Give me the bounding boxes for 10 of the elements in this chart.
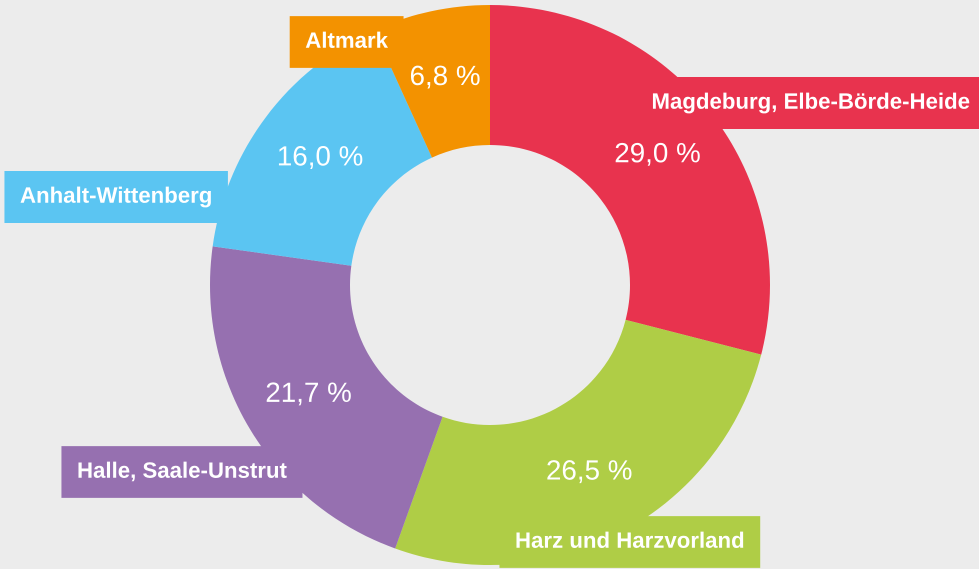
slice-label: Altmark	[306, 32, 388, 48]
data-label: 6,8 %	[410, 66, 480, 89]
slice-label: Harz und Harzvorland	[516, 532, 744, 548]
slice-label: Anhalt-Wittenberg	[20, 186, 211, 208]
slice-label: Halle, Saale-Unstrut	[78, 462, 287, 482]
data-label: 21,7 %	[266, 382, 351, 406]
data-label: 29,0 %	[616, 142, 700, 166]
data-label: 26,5 %	[547, 460, 632, 484]
data-label: 16,0 %	[278, 146, 362, 169]
slice-label: Magdeburg, Elbe-Börde-Heide	[652, 92, 970, 114]
